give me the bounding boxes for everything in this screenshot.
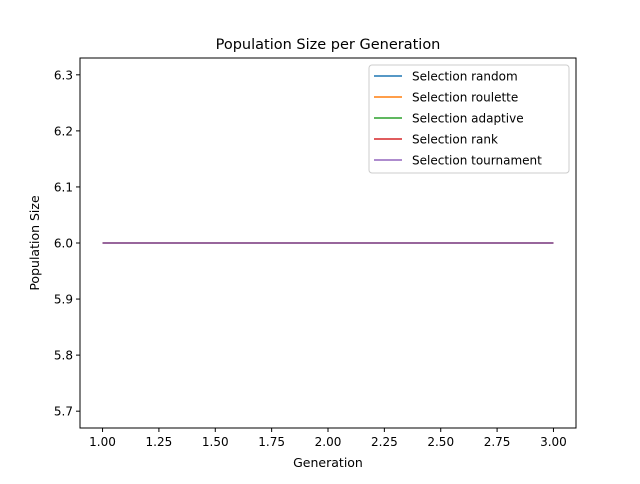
y-tick-label: 6.3 — [54, 68, 73, 82]
y-tick-label: 6.1 — [54, 180, 73, 194]
y-tick-label: 6.0 — [54, 237, 73, 251]
x-axis-label: Generation — [293, 455, 363, 470]
legend-box — [368, 64, 570, 174]
legend-label: Selection random — [412, 70, 518, 84]
legend-label: Selection adaptive — [412, 112, 524, 126]
x-tick-label: 2.75 — [484, 435, 511, 449]
x-tick-label: 2.50 — [427, 435, 454, 449]
x-axis-ticks: 1.00 1.25 1.50 1.75 2.00 2.25 2.50 2.75 3.00 — [89, 428, 567, 449]
x-tick-label: 1.50 — [202, 435, 229, 449]
x-tick-label: 2.25 — [371, 435, 398, 449]
legend-label: Selection rank — [412, 133, 498, 147]
y-tick-label: 5.8 — [54, 349, 73, 363]
plot-area-frame — [79, 57, 577, 429]
legend: Selection random Selection roulette Select… — [368, 64, 570, 174]
y-tick-label: 5.9 — [54, 293, 73, 307]
x-tick-label: 1.75 — [258, 435, 285, 449]
x-tick-label: 1.25 — [146, 435, 173, 449]
y-axis-label: Population Size — [27, 195, 42, 291]
legend-label: Selection roulette — [412, 91, 518, 105]
y-tick-label: 5.7 — [54, 405, 73, 419]
legend-label: Selection tournament — [412, 154, 542, 168]
y-axis-ticks: 5.7 5.8 5.9 6.0 6.1 6.2 6.3 — [54, 68, 80, 419]
x-tick-label: 2.00 — [315, 435, 342, 449]
chart-title: Population Size per Generation — [216, 37, 441, 53]
x-tick-label: 1.00 — [89, 435, 116, 449]
x-tick-label: 3.00 — [540, 435, 567, 449]
y-tick-label: 6.2 — [54, 124, 73, 138]
